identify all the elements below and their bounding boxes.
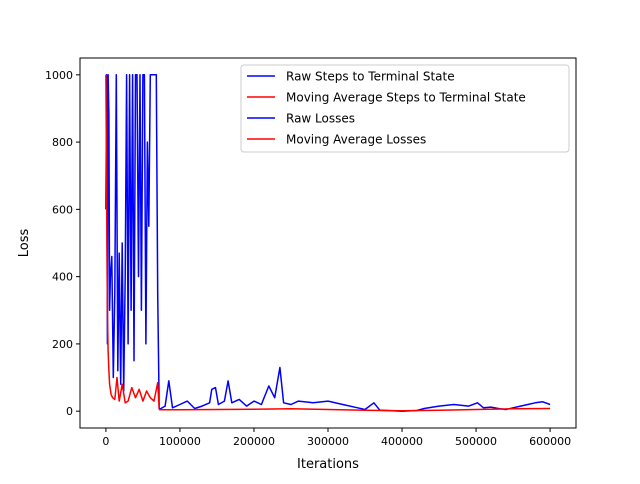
series-line-1 <box>105 74 160 410</box>
legend-entry-label: Raw Steps to Terminal State <box>286 70 455 84</box>
y-axis-label: Loss <box>17 229 32 258</box>
x-axis-label: Iterations <box>297 457 359 472</box>
y-tick-label: 800 <box>52 136 73 149</box>
x-tick-label: 200000 <box>233 435 275 448</box>
axes-frame <box>79 57 577 429</box>
legend: Raw Steps to Terminal State Moving Averag… <box>240 64 570 153</box>
series-line-2 <box>105 74 160 410</box>
x-tick-label: 600000 <box>529 435 571 448</box>
plot-area <box>105 74 551 412</box>
y-tick-label: 0 <box>66 405 73 418</box>
legend-entry-label: Moving Average Steps to Terminal State <box>286 91 526 105</box>
x-tick-label: 300000 <box>307 435 349 448</box>
x-tick-label: 400000 <box>381 435 423 448</box>
legend-entry-label: Moving Average Losses <box>286 133 426 147</box>
legend-entry-label: Raw Losses <box>286 112 355 126</box>
y-tick-label: 1000 <box>45 69 73 82</box>
x-axis-ticks: 0 100000 200000 300000 400000 500000 600000 <box>102 428 571 448</box>
y-tick-label: 400 <box>52 271 73 284</box>
y-axis-ticks: 0 200 400 600 800 1000 <box>45 69 80 418</box>
x-tick-label: 500000 <box>455 435 497 448</box>
series-line-4 <box>159 407 551 412</box>
legend-box <box>240 64 570 153</box>
x-tick-label: 0 <box>102 435 109 448</box>
y-tick-label: 200 <box>52 338 73 351</box>
x-tick-label: 100000 <box>159 435 201 448</box>
series-line-3 <box>158 366 551 412</box>
y-tick-label: 600 <box>52 203 73 216</box>
